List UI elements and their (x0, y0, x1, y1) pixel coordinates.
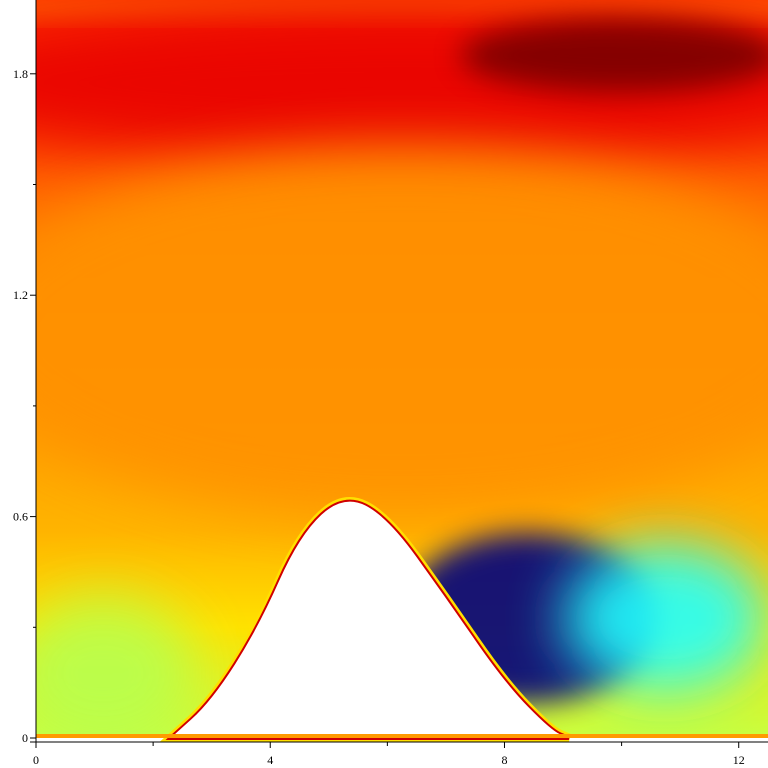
y-tick-label: 0.6 (13, 510, 28, 524)
region-near-wall-inlet (36, 595, 198, 738)
region-max-core (460, 18, 768, 93)
y-tick-label: 1.2 (13, 288, 28, 302)
region-wake (563, 543, 768, 693)
axes: 0 4 8 12 0 0.6 1.2 1.8 (13, 0, 768, 767)
obstacle-layer (36, 497, 768, 743)
obstacle-hill (170, 501, 569, 738)
x-tick-label: 0 (33, 753, 39, 767)
floor-layer (36, 734, 768, 738)
x-tick-label: 8 (501, 753, 507, 767)
y-tick-label: 1.8 (13, 67, 28, 81)
x-tick-label: 4 (267, 753, 273, 767)
y-tick-label: 0 (22, 731, 28, 745)
x-tick-label: 12 (733, 753, 745, 767)
region-bulk-flow (36, 147, 768, 517)
